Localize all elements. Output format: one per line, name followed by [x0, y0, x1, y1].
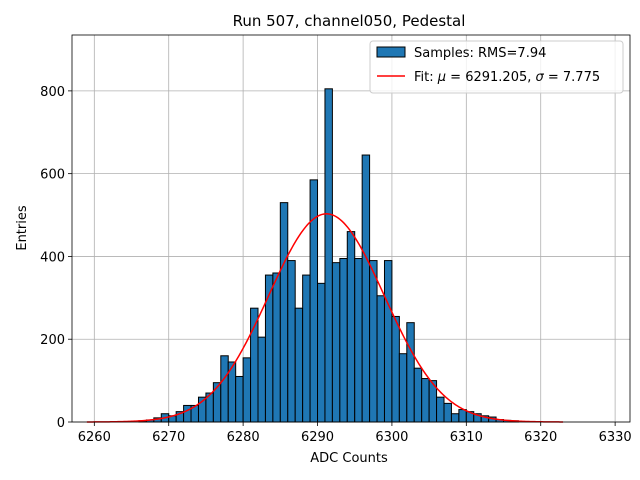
histogram-bar: [183, 404, 192, 423]
histogram-bar: [212, 382, 222, 423]
x-tick-label: 6310: [450, 430, 483, 445]
histogram-bar: [279, 202, 289, 423]
legend-fit-label: Fit: μ = 6291.205, σ = 7.775: [414, 70, 600, 85]
histogram-bar: [339, 258, 348, 423]
legend-samples-label: Samples: RMS=7.94: [414, 46, 546, 61]
histogram-bar: [324, 88, 333, 423]
x-tick-label: 6280: [227, 430, 260, 445]
y-tick-label: 0: [57, 416, 65, 431]
x-tick-label: 6300: [375, 430, 408, 445]
histogram-bar: [287, 260, 296, 423]
x-axis-ticks: 6260 6270 6280 6290 6300 6310 6320 6330: [78, 422, 632, 445]
x-tick-label: 6320: [524, 430, 557, 445]
x-tick-label: 6290: [301, 430, 334, 445]
histogram-bar: [361, 154, 371, 423]
histogram-bar: [436, 396, 445, 423]
histogram-bar: [331, 262, 341, 423]
fit-curve: [86, 213, 564, 423]
legend: Samples: RMS=7.94 Fit: μ = 6291.205, σ =…: [369, 40, 624, 94]
y-tick-label: 600: [40, 168, 65, 183]
histogram-bar: [302, 274, 311, 423]
y-axis-label: Entries: [15, 205, 30, 251]
legend-box: [369, 40, 624, 94]
histogram-bar: [242, 357, 252, 423]
histogram-bar: [406, 322, 415, 423]
histogram-bar: [272, 272, 281, 423]
x-tick-label: 6270: [152, 430, 185, 445]
plot-frame: [71, 34, 631, 423]
histogram-bar: [391, 315, 400, 423]
histogram-bar: [383, 260, 393, 423]
x-tick-label: 6260: [78, 430, 111, 445]
histogram-bar: [376, 295, 385, 423]
histogram-bar: [398, 353, 408, 423]
x-tick-label: 6330: [599, 430, 632, 445]
y-tick-label: 400: [40, 250, 65, 265]
y-tick-label: 800: [40, 85, 65, 100]
x-axis-label: ADC Counts: [310, 451, 388, 466]
histogram-bar: [294, 307, 304, 423]
y-axis-ticks: 0 200 400 600 800: [40, 85, 72, 431]
histogram-bar: [220, 355, 229, 423]
legend-samples-swatch: [376, 46, 406, 58]
histogram-bar: [450, 413, 460, 423]
histogram-bar: [317, 282, 326, 423]
histogram-bar: [354, 258, 363, 423]
histogram-bar: [369, 260, 378, 423]
histogram-bar: [458, 409, 467, 423]
histogram-bar: [257, 336, 266, 423]
histogram-bar: [264, 274, 274, 423]
y-tick-label: 200: [40, 333, 65, 348]
histogram-bar: [421, 378, 430, 423]
histogram-bar: [346, 231, 356, 423]
histogram-bar: [443, 402, 452, 423]
histogram-bars: [138, 88, 519, 423]
chart-title: Run 507, channel050, Pedestal: [233, 12, 466, 30]
histogram-bar: [235, 375, 244, 423]
histogram-bar: [413, 367, 423, 423]
